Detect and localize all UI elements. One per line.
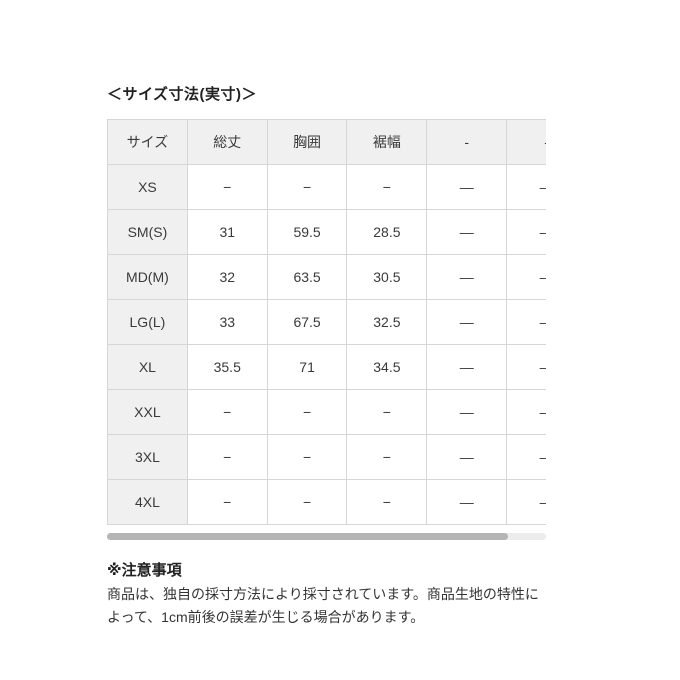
size-chart-title: ＜サイズ寸法(実寸)＞ [107, 86, 258, 103]
measurement-cell: − [346, 389, 428, 435]
measurement-cell: — [426, 299, 508, 345]
size-table: サイズ 総丈 胸囲 裾幅 - - XS−−−——SM(S)3159.528.5—… [107, 119, 546, 525]
table-row: 4XL−−−—— [107, 479, 546, 525]
column-header-size: サイズ [107, 119, 188, 165]
measurement-cell: − [346, 479, 428, 525]
column-header-blank-1: - [426, 119, 508, 165]
measurement-cell: 67.5 [266, 299, 348, 345]
measurement-cell: — [506, 254, 546, 300]
measurement-cell: 71 [266, 344, 348, 390]
measurement-cell: — [506, 164, 546, 210]
notes-section: ※注意事項 商品は、独自の採寸方法により採寸されています。商品生地の特性に よっ… [107, 559, 559, 629]
measurement-cell: − [266, 479, 348, 525]
measurement-cell: − [186, 434, 268, 480]
measurement-cell: — [506, 434, 546, 480]
measurement-cell: 32 [186, 254, 268, 300]
measurement-cell: 59.5 [266, 209, 348, 255]
horizontal-scrollbar-track[interactable] [107, 533, 546, 540]
row-header-size: 4XL [107, 479, 188, 525]
measurement-cell: 31 [186, 209, 268, 255]
measurement-cell: 32.5 [346, 299, 428, 345]
measurement-cell: — [506, 299, 546, 345]
measurement-cell: − [266, 164, 348, 210]
notes-heading: ※注意事項 [107, 562, 182, 579]
table-header-row: サイズ 総丈 胸囲 裾幅 - - [107, 119, 546, 165]
table-row: 3XL−−−—— [107, 434, 546, 480]
measurement-cell: − [186, 479, 268, 525]
size-table-body: XS−−−——SM(S)3159.528.5——MD(M)3263.530.5—… [107, 164, 546, 525]
measurement-cell: − [346, 164, 428, 210]
notes-text-line-1: 商品は、独自の採寸方法により採寸されています。商品生地の特性に [107, 586, 539, 602]
measurement-cell: — [426, 344, 508, 390]
horizontal-scrollbar-thumb[interactable] [107, 533, 508, 540]
measurement-cell: 35.5 [186, 344, 268, 390]
measurement-cell: − [266, 434, 348, 480]
size-chart-section: ＜サイズ寸法(実寸)＞ サイズ 総丈 胸囲 裾幅 - - XS−−−——SM(S… [107, 86, 559, 629]
measurement-cell: − [266, 389, 348, 435]
column-header-blank-2: - [506, 119, 546, 165]
table-row: XXL−−−—— [107, 389, 546, 435]
measurement-cell: — [426, 479, 508, 525]
column-header-chest: 胸囲 [266, 119, 348, 165]
size-table-viewport[interactable]: サイズ 総丈 胸囲 裾幅 - - XS−−−——SM(S)3159.528.5—… [107, 119, 546, 525]
measurement-cell: — [506, 479, 546, 525]
column-header-total-length: 総丈 [186, 119, 268, 165]
row-header-size: SM(S) [107, 209, 188, 255]
column-header-hem-width: 裾幅 [346, 119, 428, 165]
row-header-size: MD(M) [107, 254, 188, 300]
measurement-cell: − [346, 434, 428, 480]
measurement-cell: 30.5 [346, 254, 428, 300]
measurement-cell: — [426, 254, 508, 300]
row-header-size: 3XL [107, 434, 188, 480]
measurement-cell: 28.5 [346, 209, 428, 255]
measurement-cell: — [426, 209, 508, 255]
measurement-cell: — [506, 209, 546, 255]
table-row: XS−−−—— [107, 164, 546, 210]
measurement-cell: — [426, 164, 508, 210]
notes-text-line-2: よって、1cm前後の誤差が生じる場合があります。 [107, 609, 425, 625]
measurement-cell: − [186, 389, 268, 435]
measurement-cell: 63.5 [266, 254, 348, 300]
measurement-cell: − [186, 164, 268, 210]
measurement-cell: — [506, 344, 546, 390]
measurement-cell: — [426, 389, 508, 435]
row-header-size: XS [107, 164, 188, 210]
measurement-cell: 34.5 [346, 344, 428, 390]
size-table-header: サイズ 総丈 胸囲 裾幅 - - [107, 119, 546, 165]
measurement-cell: — [426, 434, 508, 480]
row-header-size: XXL [107, 389, 188, 435]
row-header-size: XL [107, 344, 188, 390]
measurement-cell: 33 [186, 299, 268, 345]
measurement-cell: — [506, 389, 546, 435]
row-header-size: LG(L) [107, 299, 188, 345]
